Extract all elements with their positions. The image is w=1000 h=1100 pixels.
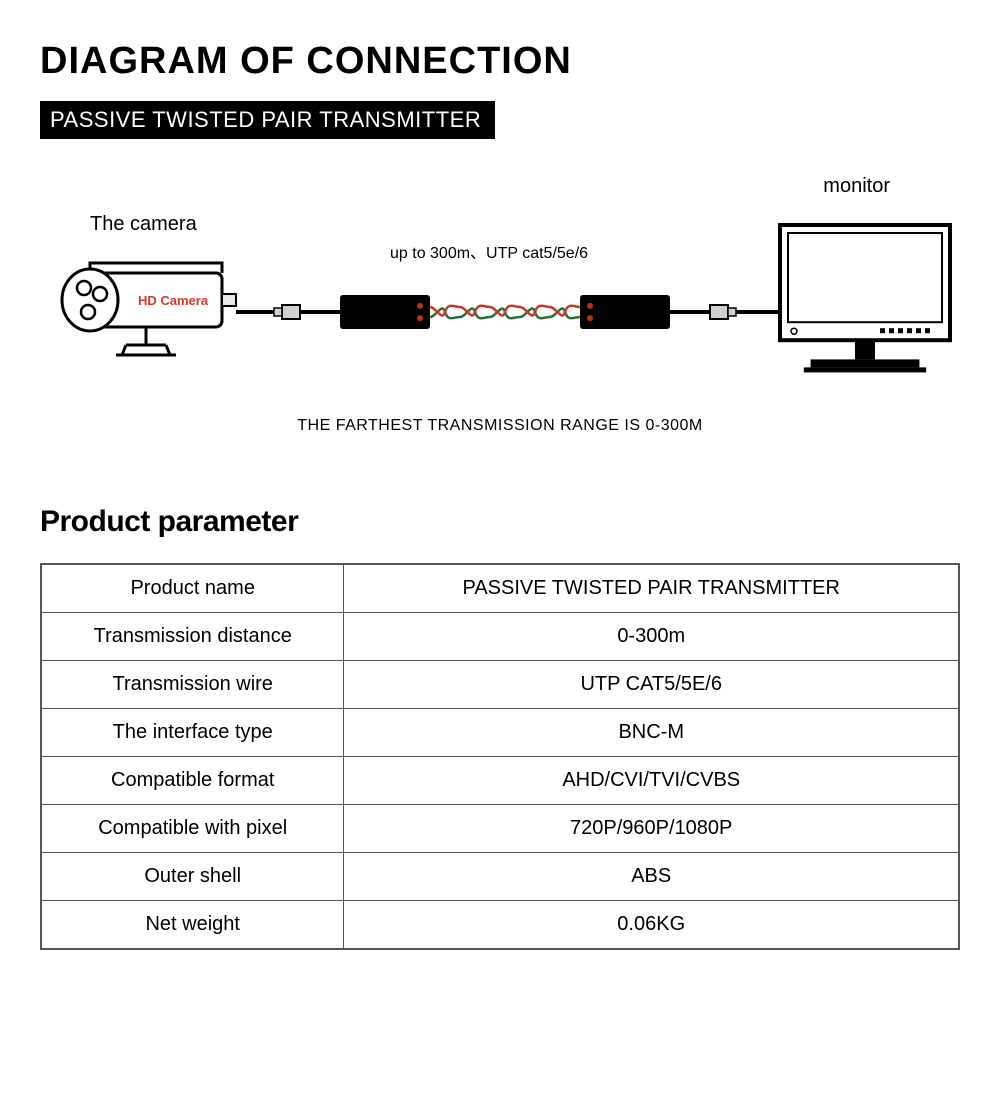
param-value: 0-300m: [344, 613, 959, 661]
param-value: PASSIVE TWISTED PAIR TRANSMITTER: [344, 564, 959, 613]
balun-icon: [274, 295, 430, 329]
table-row: Compatible formatAHD/CVI/TVI/CVBS: [41, 757, 959, 805]
twisted-wire-a: [430, 306, 580, 316]
param-value: 0.06KG: [344, 901, 959, 950]
param-key: Transmission distance: [41, 613, 344, 661]
param-value: UTP CAT5/5E/6: [344, 661, 959, 709]
params-title: Product parameter: [40, 505, 960, 539]
table-row: The interface typeBNC-M: [41, 709, 959, 757]
param-key: Compatible format: [41, 757, 344, 805]
table-row: Outer shellABS: [41, 853, 959, 901]
param-value: 720P/960P/1080P: [344, 805, 959, 853]
table-row: Transmission distance0-300m: [41, 613, 959, 661]
monitor-icon: [780, 225, 950, 372]
table-row: Net weight0.06KG: [41, 901, 959, 950]
param-key: Compatible with pixel: [41, 805, 344, 853]
connection-diagram: The camera monitor up to 300m、UTP cat5/5…: [40, 209, 960, 409]
camera-badge: HD Camera: [138, 293, 209, 308]
table-row: Product namePASSIVE TWISTED PAIR TRANSMI…: [41, 564, 959, 613]
param-key: Net weight: [41, 901, 344, 950]
params-table: Product namePASSIVE TWISTED PAIR TRANSMI…: [40, 563, 960, 950]
param-key: The interface type: [41, 709, 344, 757]
subtitle-band: PASSIVE TWISTED PAIR TRANSMITTER: [40, 101, 495, 139]
param-key: Product name: [41, 564, 344, 613]
monitor-label: monitor: [823, 175, 890, 198]
table-row: Transmission wireUTP CAT5/5E/6: [41, 661, 959, 709]
camera-icon: HD Camera: [62, 263, 236, 355]
page-title: DIAGRAM OF CONNECTION: [40, 40, 960, 83]
table-row: Compatible with pixel720P/960P/1080P: [41, 805, 959, 853]
param-key: Outer shell: [41, 853, 344, 901]
balun-icon: [580, 295, 736, 329]
param-value: AHD/CVI/TVI/CVBS: [344, 757, 959, 805]
diagram-svg: HD Camera: [40, 209, 960, 409]
param-value: BNC-M: [344, 709, 959, 757]
param-key: Transmission wire: [41, 661, 344, 709]
param-value: ABS: [344, 853, 959, 901]
range-caption: THE FARTHEST TRANSMISSION RANGE IS 0-300…: [40, 417, 960, 435]
